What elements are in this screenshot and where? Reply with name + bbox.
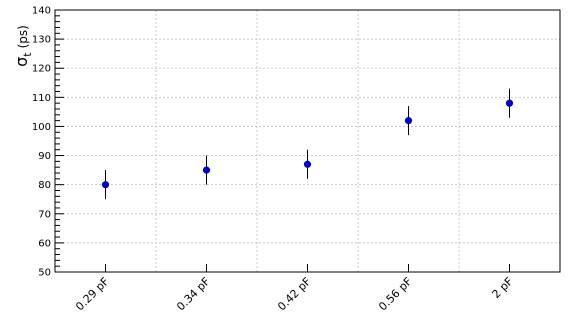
y-axis-label-unit: (ps)	[16, 25, 30, 48]
y-tick-label: 120	[32, 64, 51, 75]
y-tick-label: 90	[38, 151, 51, 162]
grid	[55, 9, 560, 273]
x-tick-label: 0.34 pF	[174, 275, 212, 313]
data-point	[101, 181, 110, 189]
y-tick-label: 80	[38, 180, 51, 191]
y-tick-label: 110	[32, 93, 51, 104]
plot-border	[54, 9, 561, 273]
x-tick-label: 0.42 pF	[275, 275, 313, 313]
y-tick-label: 60	[38, 238, 51, 249]
y-tick-label: 70	[38, 209, 51, 220]
data-point	[202, 166, 211, 174]
x-tick-label: 0.29 pF	[73, 275, 111, 313]
x-tick-label: 0.56 pF	[376, 275, 414, 313]
data-point	[505, 99, 514, 107]
x-axis: 0.29 pF 0.34 pF 0.42 pF 0.56 pF 2 pF	[73, 264, 516, 313]
y-axis-label-symbol: σ	[12, 57, 31, 67]
x-tick-label: 2 pF	[490, 275, 516, 301]
y-tick-label: 100	[32, 122, 51, 133]
y-tick-label: 140	[32, 6, 51, 17]
y-axis: 50 60 70 80 90 100 110 120 130 140	[32, 6, 64, 279]
y-tick-label: 50	[38, 268, 51, 279]
data-point	[303, 160, 312, 168]
y-axis-label-subscript: t	[21, 52, 34, 57]
data-points	[101, 88, 514, 200]
y-tick-label: 130	[32, 35, 51, 46]
plot-frame	[54, 9, 561, 273]
data-point	[404, 117, 413, 125]
y-axis-label: σt (ps)	[12, 25, 34, 67]
